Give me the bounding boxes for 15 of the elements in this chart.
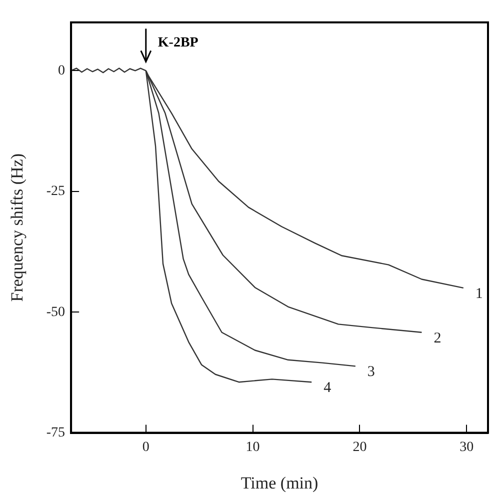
series-label: 3 xyxy=(367,364,375,380)
y-tick-label: -75 xyxy=(46,425,66,440)
x-tick-label: 30 xyxy=(460,440,474,455)
x-tick-label: 0 xyxy=(142,440,150,455)
series-label: 1 xyxy=(475,286,483,302)
x-tick-label: 10 xyxy=(246,440,260,455)
y-axis-title: Frequency shifts (Hz) xyxy=(8,153,27,302)
series-label: 4 xyxy=(324,380,332,396)
annotation: K-2BP xyxy=(158,35,199,50)
y-tick-label: -25 xyxy=(46,184,66,200)
series-label: 2 xyxy=(434,330,442,346)
x-tick-label: 20 xyxy=(352,440,367,455)
y-tick-label: -50 xyxy=(46,304,66,320)
x-axis-title: Time (min) xyxy=(240,473,318,492)
y-tick-label: 0 xyxy=(58,63,66,78)
